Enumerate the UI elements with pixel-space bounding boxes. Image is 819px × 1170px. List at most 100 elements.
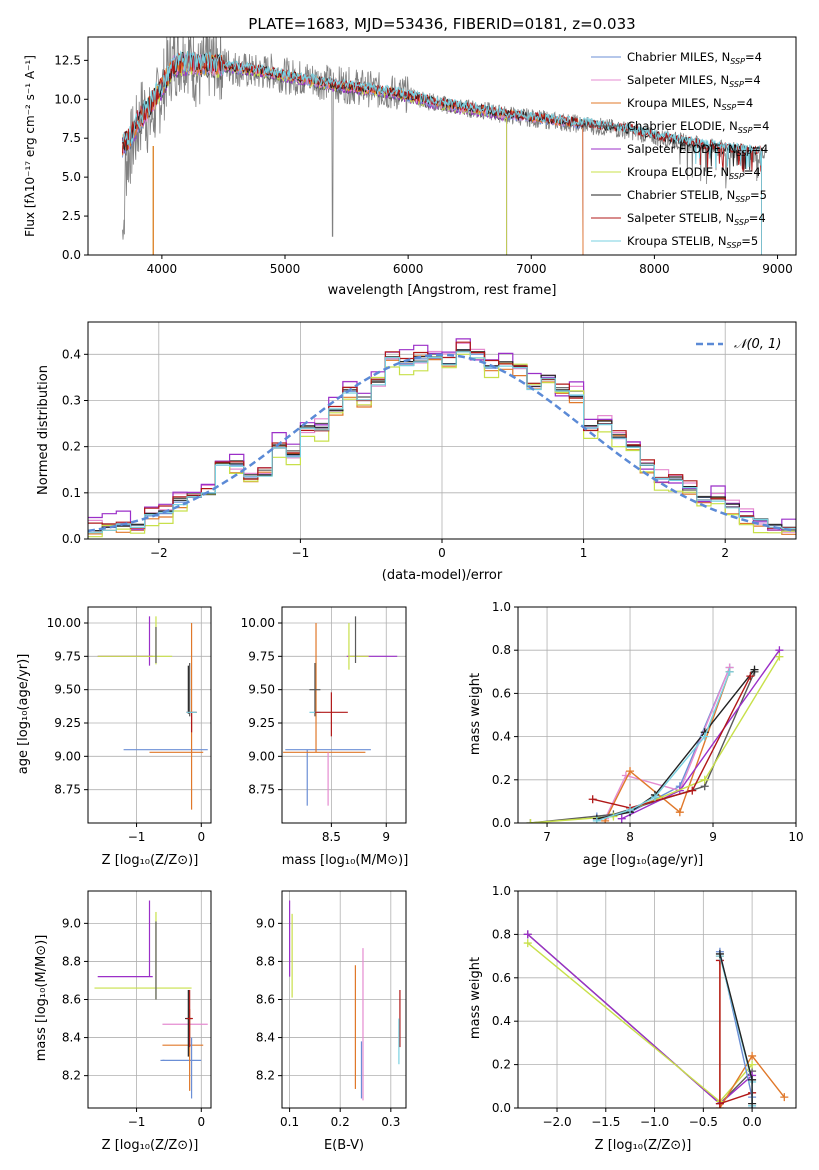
normal-legend-label: 𝒩(0, 1) xyxy=(734,337,781,352)
mass-vs-ebv-y-tick-label: 8.4 xyxy=(256,1031,275,1045)
age-vs-z-plot-area xyxy=(97,616,208,810)
weight-vs-age-marker xyxy=(588,795,597,804)
mass-vs-z-plot: −1 0 8.2 8.4 8.6 8.8 9.0 xyxy=(62,890,212,1129)
age-vs-mass-plot-area xyxy=(283,616,398,806)
age-vs-mass-y-tick-label: 9.00 xyxy=(248,749,275,763)
weight-vs-age-marker xyxy=(700,732,709,741)
weight-vs-z-plot: −2.0 −1.5 −1.0 −0.5 0.0 0.0 0.2 0.4 0.6 0.8 1.0 xyxy=(492,884,797,1129)
legend-label-chabrier-elodie: Chabrier ELODIE, NSSP=4 xyxy=(627,119,769,135)
age-vs-z-y-tick-label: 8.75 xyxy=(54,783,81,797)
weight-vs-age-y-tick-label: 0.6 xyxy=(492,686,511,700)
weight-vs-age-y-tick-label: 0.8 xyxy=(492,643,511,657)
weight-vs-age-marker xyxy=(750,665,759,674)
age-vs-mass-x-label: mass [log₁₀(M/M⊙)] xyxy=(282,853,409,868)
residuals-y-tick-label: 0.2 xyxy=(62,440,81,454)
weight-vs-age-series-salpeter-stelib xyxy=(592,675,752,809)
weight-vs-age-marker xyxy=(617,814,626,823)
spectrum-x-tick-label: 5000 xyxy=(270,262,301,276)
mass-vs-z-y-label: mass [log₁₀(M/M⊙)] xyxy=(34,935,49,1062)
age-vs-mass-x-tick-label: 8.5 xyxy=(322,830,341,844)
mass-vs-ebv-y-tick-label: 8.8 xyxy=(256,954,275,968)
weight-vs-z-y-tick-label: 0.8 xyxy=(492,927,511,941)
age-vs-mass-y-tick-label: 10.00 xyxy=(241,616,275,630)
mass-vs-z-y-tick-label: 8.4 xyxy=(62,1031,81,1045)
legend-label-tail: =4 xyxy=(749,211,766,225)
mass-vs-ebv-x-tick-label: 0.2 xyxy=(331,1115,350,1129)
mass-vs-ebv-plot-area xyxy=(288,900,401,1101)
legend-label-kroupa-miles: Kroupa MILES, NSSP=4 xyxy=(627,96,753,112)
weight-vs-z-x-tick-label: −1.5 xyxy=(591,1115,620,1129)
spectrum-title: PLATE=1683, MJD=53436, FIBERID=0181, z=0… xyxy=(248,15,635,33)
weight-vs-z-plot-area xyxy=(523,930,789,1108)
age-vs-mass-y-tick-label: 8.75 xyxy=(248,783,275,797)
mass-vs-ebv-plot: 0.1 0.2 0.3 8.2 8.4 8.6 8.8 9.0 xyxy=(256,890,407,1129)
weight-vs-z-panel: −2.0 −1.5 −1.0 −0.5 0.0 0.0 0.2 0.4 0.6 0.8 1.0 Z … xyxy=(468,884,797,1153)
legend-label-salpeter-miles: Salpeter MILES, NSSP=4 xyxy=(627,73,761,89)
weight-vs-age-y-tick-label: 0.4 xyxy=(492,730,511,744)
weight-vs-age-x-tick-label: 9 xyxy=(709,830,717,844)
weight-vs-z-x-tick-label: 0.0 xyxy=(743,1115,762,1129)
legend-label-main: Chabrier STELIB, N xyxy=(627,188,735,202)
mass-vs-z-y-tick-label: 9.0 xyxy=(62,916,81,930)
mass-vs-ebv-panel: 0.1 0.2 0.3 8.2 8.4 8.6 8.8 9.0 E(B-V) xyxy=(256,890,407,1153)
legend-label-subscript: SSP xyxy=(722,103,737,112)
mass-vs-ebv-x-tick-label: 0.3 xyxy=(381,1115,400,1129)
legend-label-subscript: SSP xyxy=(737,149,752,158)
age-vs-z-x-tick-label: −1 xyxy=(128,830,146,844)
weight-vs-age-axes-frame xyxy=(517,606,797,824)
legend-label-main: Salpeter STELIB, N xyxy=(627,211,734,225)
weight-vs-age-marker xyxy=(700,775,709,784)
legend-label-tail: =4 xyxy=(736,96,753,110)
normal-distribution-curve xyxy=(88,353,796,533)
weight-vs-age-x-tick-label: 7 xyxy=(543,830,551,844)
mass-vs-z-x-tick-label: −1 xyxy=(128,1115,146,1129)
weight-vs-age-x-tick-label: 8 xyxy=(626,830,634,844)
legend-label-main: Kroupa STELIB, N xyxy=(627,234,727,248)
weight-vs-age-marker xyxy=(626,767,635,776)
mass-vs-z-y-tick-label: 8.2 xyxy=(62,1069,81,1083)
weight-vs-z-marker xyxy=(715,949,724,958)
weight-vs-z-marker xyxy=(748,1060,757,1069)
spectrum-x-tick-label: 4000 xyxy=(147,262,178,276)
legend-label-chabrier-stelib: Chabrier STELIB, NSSP=5 xyxy=(627,188,767,204)
residuals-x-label: (data-model)/error xyxy=(382,568,503,583)
age-vs-z-y-tick-label: 9.75 xyxy=(54,649,81,663)
age-vs-mass-x-tick-label: 9 xyxy=(382,830,390,844)
spectrum-y-tick-label: 10.0 xyxy=(54,92,81,106)
age-vs-mass-y-tick-label: 9.50 xyxy=(248,683,275,697)
weight-vs-age-marker xyxy=(725,667,734,676)
legend-label-subscript: SSP xyxy=(729,172,744,181)
residuals-legend: 𝒩(0, 1) xyxy=(696,337,781,352)
legend-label-main: Salpeter ELODIE, N xyxy=(627,142,737,156)
legend-label-subscript: SSP xyxy=(734,218,749,227)
weight-vs-age-y-tick-label: 1.0 xyxy=(492,600,511,614)
weight-vs-z-y-tick-label: 1.0 xyxy=(492,884,511,898)
weight-vs-age-marker xyxy=(626,806,635,815)
legend-label-subscript: SSP xyxy=(738,126,753,135)
weight-vs-age-marker xyxy=(526,819,535,823)
age-vs-mass-y-tick-label: 9.25 xyxy=(248,716,275,730)
mass-vs-ebv-y-tick-label: 8.2 xyxy=(256,1069,275,1083)
weight-vs-z-marker xyxy=(748,1099,757,1108)
weight-vs-z-x-tick-label: −1.0 xyxy=(640,1115,669,1129)
mass-vs-ebv-x-tick-label: 0.1 xyxy=(280,1115,299,1129)
weight-vs-z-y-tick-label: 0.6 xyxy=(492,971,511,985)
mass-vs-z-panel: −1 0 8.2 8.4 8.6 8.8 9.0 Z [log₁₀(Z/Z⊙)] mass … xyxy=(34,890,212,1153)
age-vs-mass-panel: 8.5 9 8.75 9.00 9.25 9.50 9.75 10.00 mass [log₁… xyxy=(241,606,409,868)
weight-vs-age-y-label: mass weight xyxy=(468,673,483,755)
weight-vs-z-marker xyxy=(523,939,532,948)
weight-vs-z-marker xyxy=(748,1075,757,1084)
legend-label-salpeter-elodie: Salpeter ELODIE, NSSP=4 xyxy=(627,142,768,158)
mass-vs-z-x-tick-label: 0 xyxy=(197,1115,205,1129)
age-vs-z-y-tick-label: 10.00 xyxy=(47,616,81,630)
residuals-y-tick-label: 0.0 xyxy=(62,532,81,546)
weight-vs-age-y-tick-label: 0.0 xyxy=(492,816,511,830)
spectrum-y-tick-label: 5.0 xyxy=(62,170,81,184)
age-vs-z-plot: −1 0 8.75 9.00 9.25 9.50 9.75 10.00 xyxy=(47,606,212,844)
residuals-x-tick-label: −2 xyxy=(150,546,168,560)
age-vs-z-x-label: Z [log₁₀(Z/Z⊙)] xyxy=(102,853,199,868)
residuals-plot-area xyxy=(88,338,796,538)
spectrum-y-tick-label: 0.0 xyxy=(62,248,81,262)
legend-label-tail: =4 xyxy=(744,73,761,87)
